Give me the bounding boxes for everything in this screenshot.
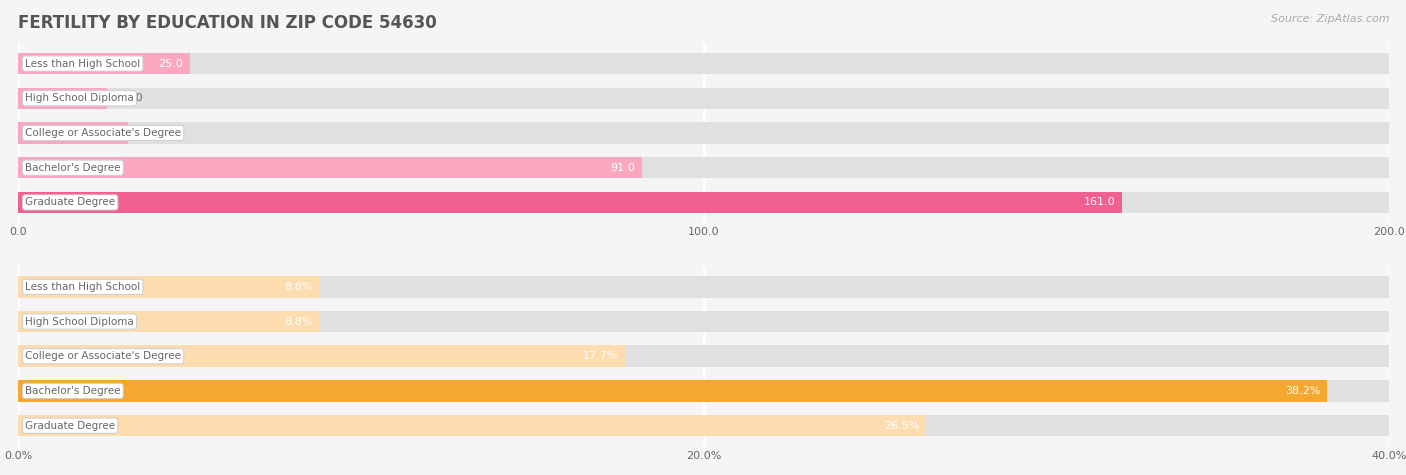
Bar [18, 192, 1122, 213]
Text: 161.0: 161.0 [1084, 198, 1115, 208]
Bar [18, 415, 927, 437]
Text: College or Associate's Degree: College or Associate's Degree [25, 128, 181, 138]
Text: Less than High School: Less than High School [25, 282, 141, 292]
Text: 13.0: 13.0 [118, 93, 143, 103]
Text: 91.0: 91.0 [610, 163, 636, 173]
Bar [18, 157, 1389, 179]
Text: 38.2%: 38.2% [1285, 386, 1320, 396]
Bar [18, 87, 107, 109]
Bar [18, 87, 1389, 109]
Text: Graduate Degree: Graduate Degree [25, 198, 115, 208]
Text: Bachelor's Degree: Bachelor's Degree [25, 386, 121, 396]
Bar [18, 192, 1389, 213]
Text: 8.8%: 8.8% [284, 282, 314, 292]
Bar [18, 311, 321, 332]
Bar [18, 53, 190, 74]
Text: 16.0: 16.0 [139, 128, 163, 138]
Bar [18, 415, 1389, 437]
Text: 8.8%: 8.8% [284, 316, 314, 326]
Bar [18, 122, 128, 144]
Bar [18, 276, 1389, 297]
Bar [18, 53, 1389, 74]
Text: Source: ZipAtlas.com: Source: ZipAtlas.com [1271, 14, 1389, 24]
Text: 25.0: 25.0 [157, 58, 183, 68]
Text: Less than High School: Less than High School [25, 58, 141, 68]
Bar [18, 380, 1327, 402]
Bar [18, 345, 624, 367]
Text: Bachelor's Degree: Bachelor's Degree [25, 163, 121, 173]
Text: Graduate Degree: Graduate Degree [25, 421, 115, 431]
Text: 26.5%: 26.5% [884, 421, 920, 431]
Bar [18, 157, 643, 179]
Bar [18, 345, 1389, 367]
Bar [18, 276, 321, 297]
Bar [18, 380, 1389, 402]
Bar [18, 122, 1389, 144]
Bar [18, 311, 1389, 332]
Text: FERTILITY BY EDUCATION IN ZIP CODE 54630: FERTILITY BY EDUCATION IN ZIP CODE 54630 [18, 14, 437, 32]
Text: 17.7%: 17.7% [582, 351, 619, 361]
Text: High School Diploma: High School Diploma [25, 93, 134, 103]
Text: High School Diploma: High School Diploma [25, 316, 134, 326]
Text: College or Associate's Degree: College or Associate's Degree [25, 351, 181, 361]
